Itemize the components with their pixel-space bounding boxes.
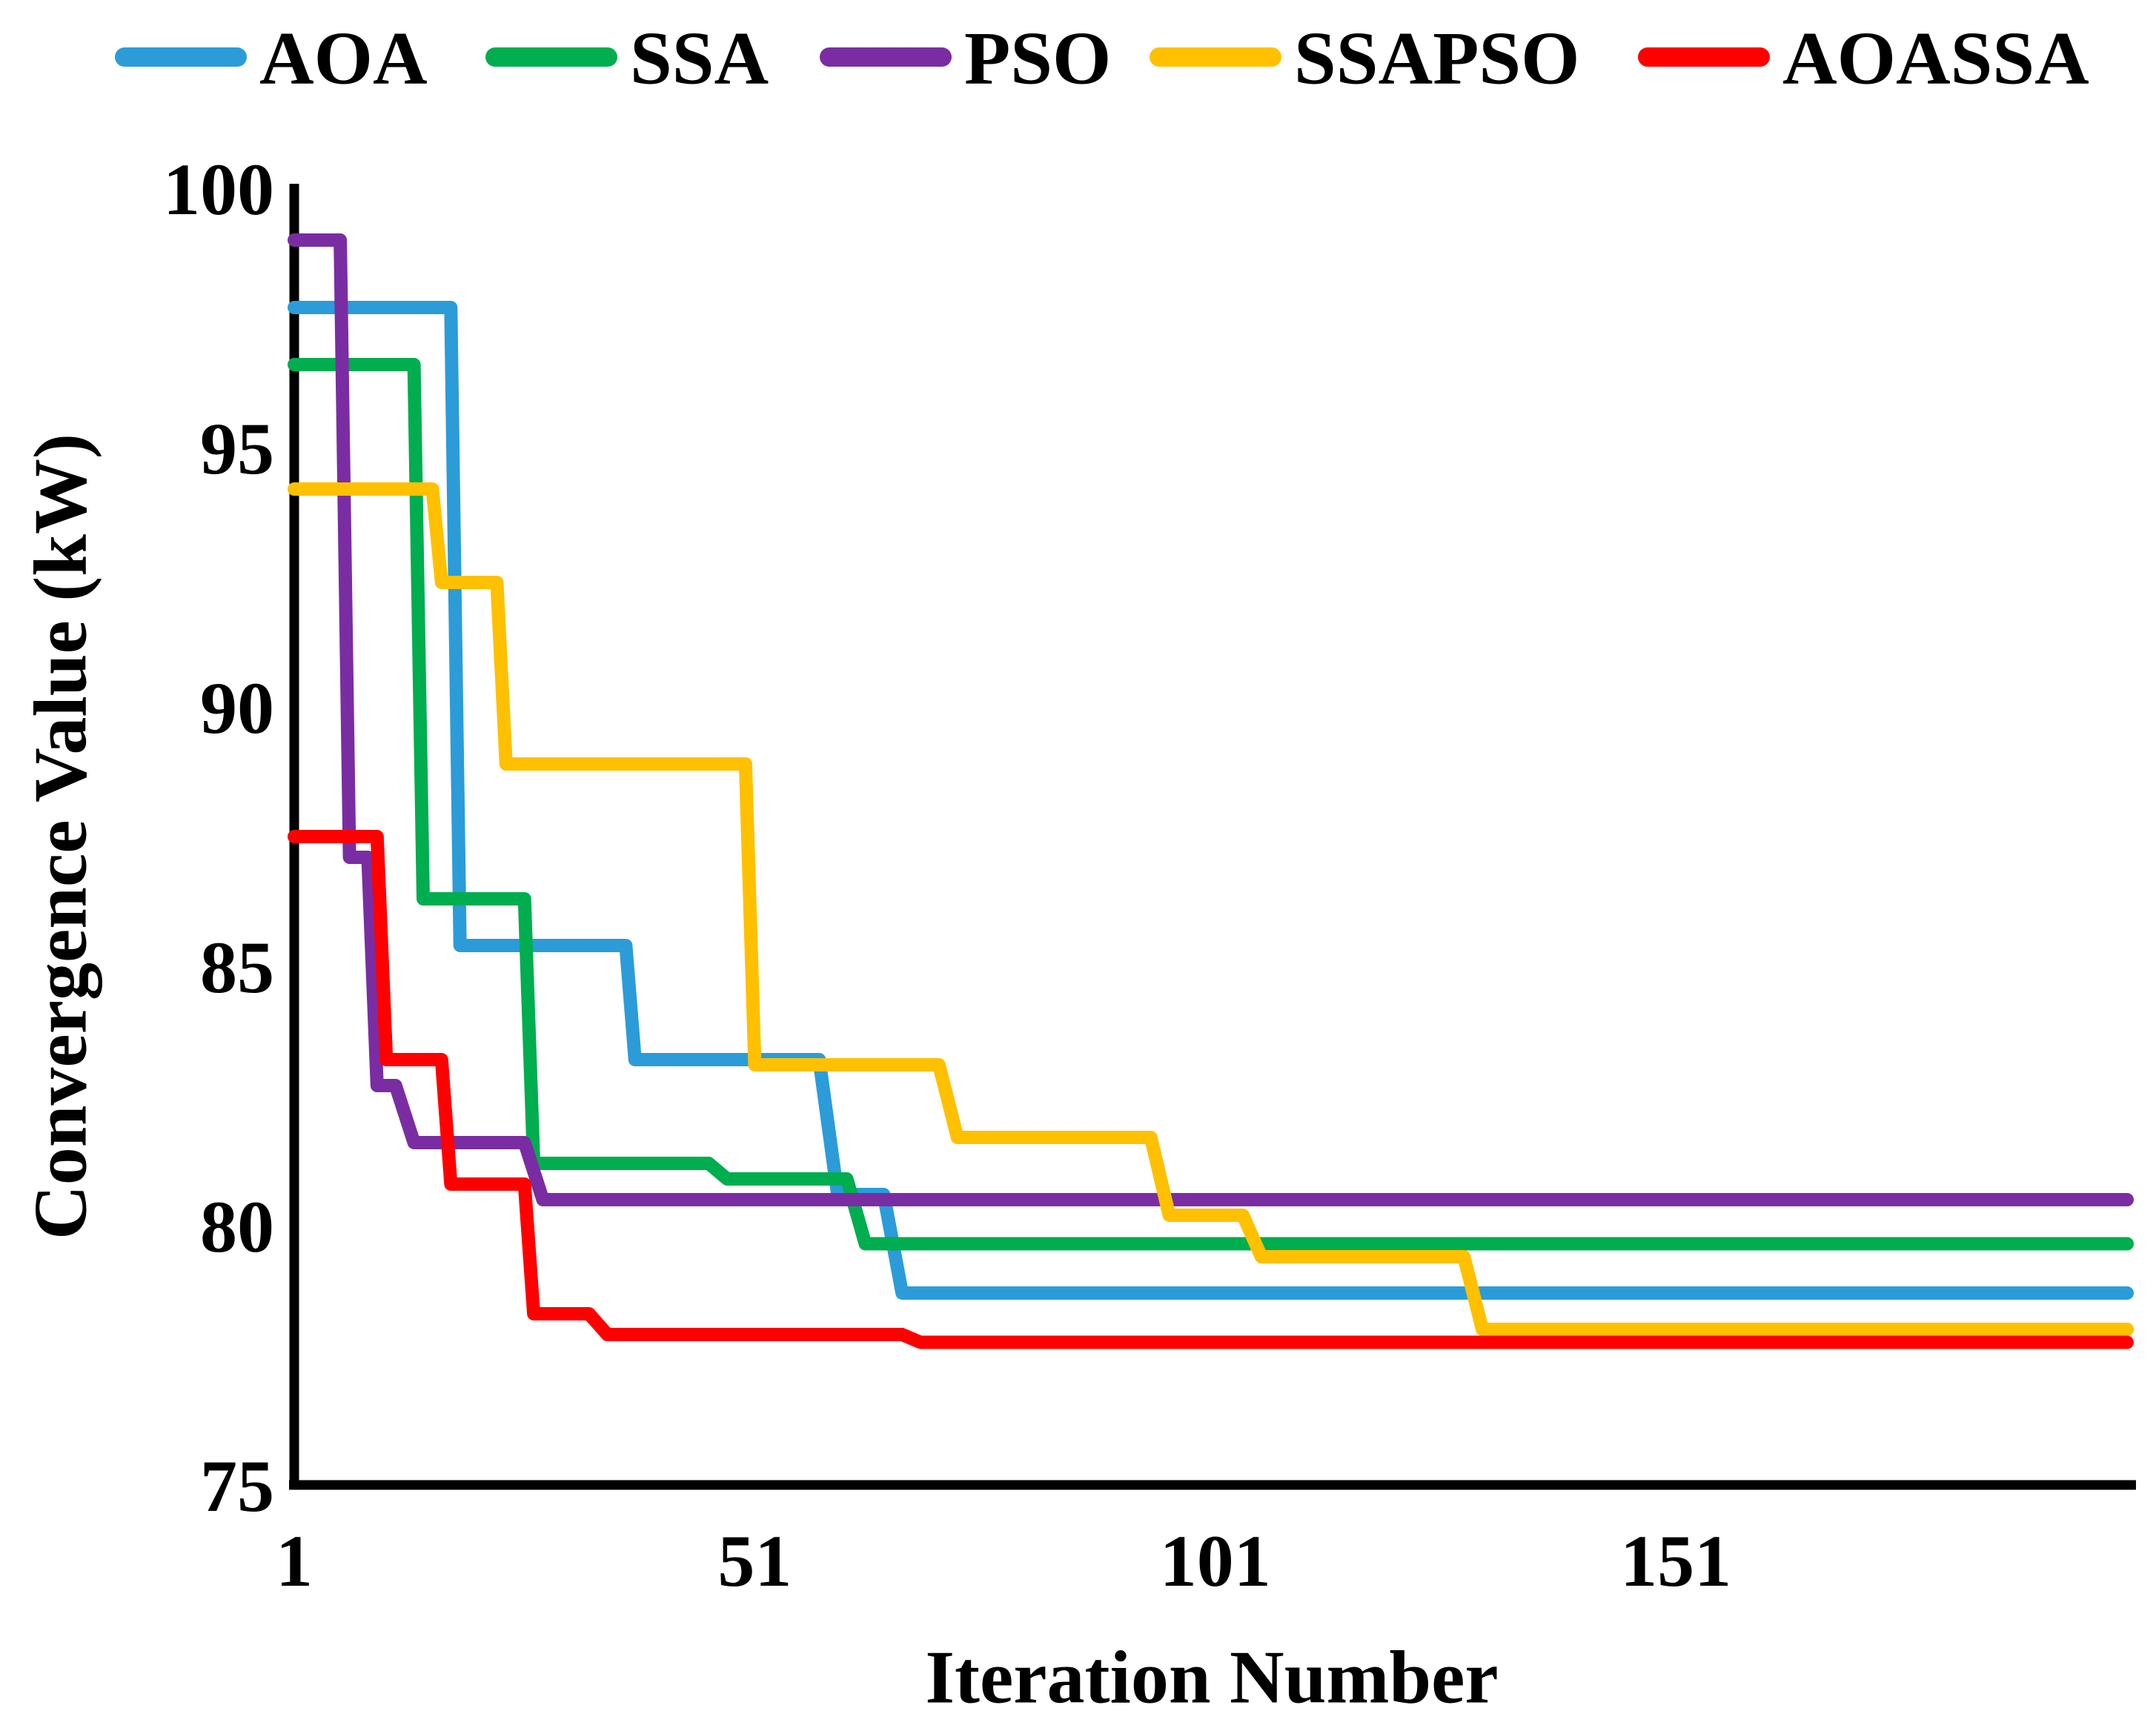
legend-item-ssapso: SSAPSO xyxy=(1150,17,1580,101)
legend-label-ssapso: SSAPSO xyxy=(1294,17,1580,101)
legend-label-aoa: AOA xyxy=(259,17,428,101)
legend-swatch-aoassa xyxy=(1638,47,1770,67)
x-axis-tick-labels: 1 51 101 151 xyxy=(276,1520,1731,1602)
series-line-aoassa xyxy=(288,830,2134,1349)
legend-item-aoassa: AOASSA xyxy=(1638,17,2089,101)
series-line-pso xyxy=(288,233,2134,1206)
x-tick-label-151: 151 xyxy=(1620,1520,1731,1602)
legend: AOA SSA PSO SSAPSO AOASSA xyxy=(115,17,2089,101)
y-tick-label-95: 95 xyxy=(200,408,274,490)
legend-swatch-ssapso xyxy=(1150,47,1281,67)
legend-swatch-aoa xyxy=(115,47,247,67)
y-tick-label-75: 75 xyxy=(200,1445,274,1527)
legend-item-aoa: AOA xyxy=(115,17,428,101)
y-tick-label-85: 85 xyxy=(200,926,274,1008)
series-line-aoa xyxy=(288,301,2134,1300)
legend-item-pso: PSO xyxy=(820,17,1111,101)
series-lines xyxy=(288,233,2134,1349)
y-tick-label-100: 100 xyxy=(163,148,274,230)
series-line-ssapso xyxy=(288,482,2134,1336)
x-tick-label-51: 51 xyxy=(717,1520,792,1602)
series-line-ssa xyxy=(288,358,2134,1251)
y-axis-tick-labels: 100 95 90 85 80 75 xyxy=(163,148,274,1527)
legend-label-pso: PSO xyxy=(964,17,1111,101)
x-axis-title: Iteration Number xyxy=(925,1636,1498,1720)
legend-label-ssa: SSA xyxy=(630,17,769,101)
y-tick-label-80: 80 xyxy=(200,1186,274,1268)
y-axis-title: Convergence Value (kW) xyxy=(19,433,103,1240)
legend-swatch-ssa xyxy=(485,47,617,67)
y-tick-label-90: 90 xyxy=(200,667,274,749)
legend-swatch-pso xyxy=(820,47,952,67)
x-tick-label-101: 101 xyxy=(1160,1520,1271,1602)
x-tick-label-1: 1 xyxy=(276,1520,313,1602)
legend-label-aoassa: AOASSA xyxy=(1782,17,2089,101)
legend-item-ssa: SSA xyxy=(485,17,769,101)
